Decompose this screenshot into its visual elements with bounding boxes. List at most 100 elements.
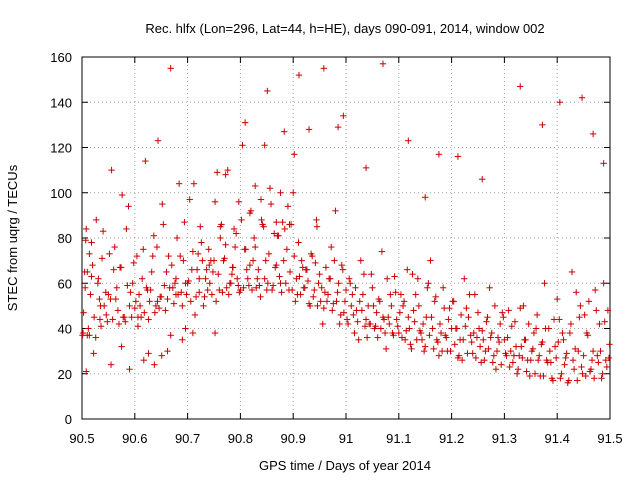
data-point — [600, 280, 607, 287]
x-tick-label: 90.9 — [281, 431, 306, 446]
data-point — [126, 366, 133, 373]
data-point — [340, 112, 347, 120]
data-point — [373, 309, 380, 316]
data-point — [512, 343, 520, 350]
data-point — [425, 280, 432, 287]
data-point — [541, 280, 548, 287]
data-point — [200, 302, 207, 310]
data-point — [369, 284, 376, 291]
data-point — [262, 257, 269, 264]
data-point — [489, 359, 496, 366]
data-point — [155, 304, 163, 312]
data-point — [208, 291, 216, 298]
data-point — [292, 298, 299, 305]
data-point — [107, 295, 114, 303]
data-point — [540, 372, 547, 380]
data-point — [253, 284, 260, 291]
data-point — [177, 252, 184, 260]
data-point — [251, 243, 259, 251]
data-point — [487, 334, 494, 341]
data-point — [264, 87, 271, 95]
grid-layer — [82, 57, 610, 419]
data-point — [173, 234, 181, 242]
data-point — [108, 166, 115, 174]
data-point — [190, 180, 198, 187]
data-point — [99, 228, 107, 235]
data-point — [103, 311, 110, 319]
data-point — [324, 291, 332, 298]
data-point — [498, 361, 505, 368]
data-point — [413, 336, 420, 344]
data-point — [301, 284, 309, 291]
data-point — [451, 341, 458, 348]
data-point — [494, 334, 502, 341]
data-point — [502, 350, 509, 357]
data-point — [352, 284, 359, 291]
data-point — [360, 271, 368, 278]
data-point — [179, 302, 186, 310]
data-point — [509, 359, 517, 366]
data-point — [240, 284, 247, 291]
data-point — [263, 286, 270, 294]
data-point — [130, 259, 137, 267]
data-point — [217, 223, 224, 230]
x-tick-label: 91.4 — [545, 431, 570, 446]
data-point — [255, 266, 262, 273]
data-point — [470, 329, 477, 337]
data-point — [79, 329, 87, 337]
data-point — [206, 280, 213, 287]
data-point — [267, 200, 275, 208]
data-point — [140, 356, 147, 364]
data-point — [581, 311, 588, 319]
data-point — [160, 221, 167, 228]
data-point — [348, 302, 355, 310]
data-point — [367, 320, 374, 328]
data-point — [154, 298, 161, 305]
data-point — [328, 243, 335, 251]
data-point — [559, 329, 566, 337]
data-point — [468, 338, 475, 346]
x-tick-label: 91.1 — [386, 431, 411, 446]
data-point — [493, 347, 501, 355]
data-point — [123, 225, 130, 233]
data-point — [284, 203, 292, 210]
data-point — [165, 252, 172, 260]
data-point — [339, 266, 347, 273]
data-point — [322, 264, 330, 271]
data-point — [379, 60, 387, 67]
data-point — [90, 313, 98, 321]
data-point — [517, 83, 524, 90]
data-point — [222, 241, 229, 248]
data-point — [542, 325, 549, 332]
data-point — [358, 307, 366, 314]
data-point — [499, 309, 506, 316]
data-point — [529, 345, 537, 353]
data-point — [435, 352, 443, 359]
data-point — [538, 341, 545, 348]
data-point — [204, 286, 211, 294]
data-point — [85, 325, 92, 332]
data-point — [172, 291, 180, 298]
data-point — [605, 354, 613, 362]
data-point — [189, 248, 197, 255]
data-point — [566, 329, 574, 337]
data-point — [311, 286, 318, 294]
data-point — [405, 313, 412, 321]
data-point — [510, 352, 518, 359]
data-point — [463, 304, 470, 312]
data-point — [133, 252, 141, 260]
y-tick-label: 60 — [58, 276, 72, 291]
data-point — [427, 257, 434, 264]
data-point — [147, 286, 154, 294]
data-point — [258, 216, 265, 224]
data-point — [536, 352, 543, 359]
data-point — [153, 243, 161, 251]
data-point — [128, 313, 135, 321]
data-point — [241, 119, 249, 126]
data-point — [310, 293, 317, 301]
data-point — [599, 370, 606, 377]
y-axis-label: STEC from uqrg / TECUs — [5, 164, 20, 311]
data-point — [213, 169, 221, 176]
data-point — [368, 271, 375, 278]
data-point — [513, 370, 521, 377]
